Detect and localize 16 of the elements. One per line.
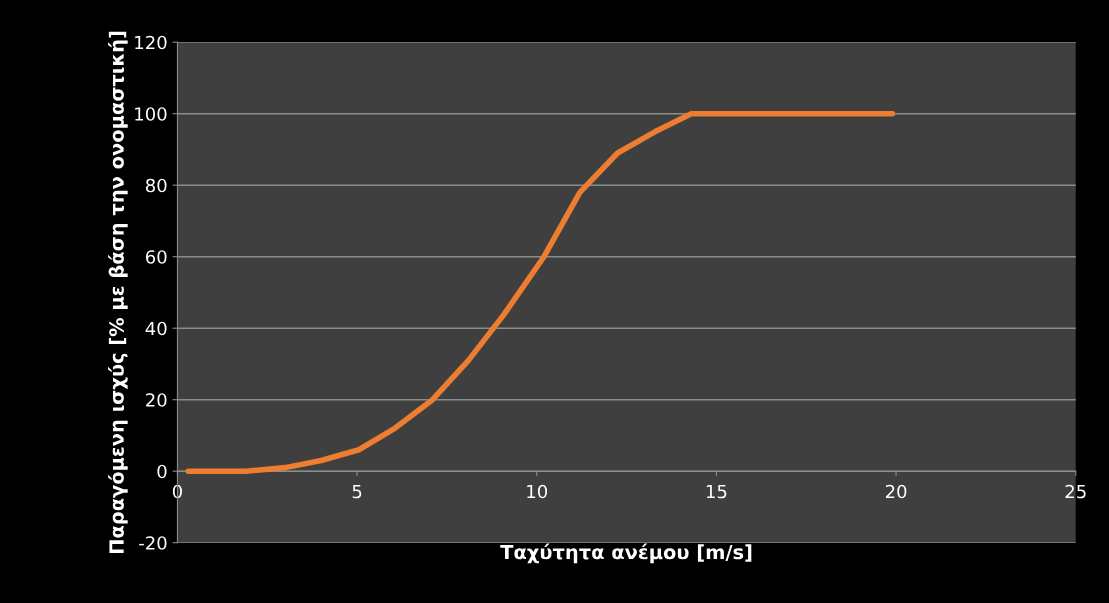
y-tick-label: 20	[146, 393, 167, 407]
x-tick-label: 20	[885, 484, 907, 499]
y-tick-label: 80	[145, 178, 167, 193]
y-tick-label: 100	[135, 107, 167, 121]
x-tick-label: 25	[1065, 484, 1086, 499]
y-tick-label: -20	[139, 536, 167, 550]
y-tick-label: 0	[157, 464, 167, 479]
y-axis-title: Παραγόμενη ισχύς [% με βάση την ονομαστική]	[108, 31, 128, 554]
x-axis-title: Ταχύτητα ανέμου [m/s]	[500, 543, 752, 564]
x-tick-label: 15	[706, 484, 727, 499]
x-tick-label: 5	[352, 484, 362, 499]
x-tick-label: 10	[527, 484, 548, 499]
y-tick-label: 120	[135, 35, 167, 50]
x-tick-label: 0	[172, 484, 182, 499]
y-tick-label: 60	[146, 250, 167, 264]
y-tick-label: 40	[145, 321, 167, 336]
